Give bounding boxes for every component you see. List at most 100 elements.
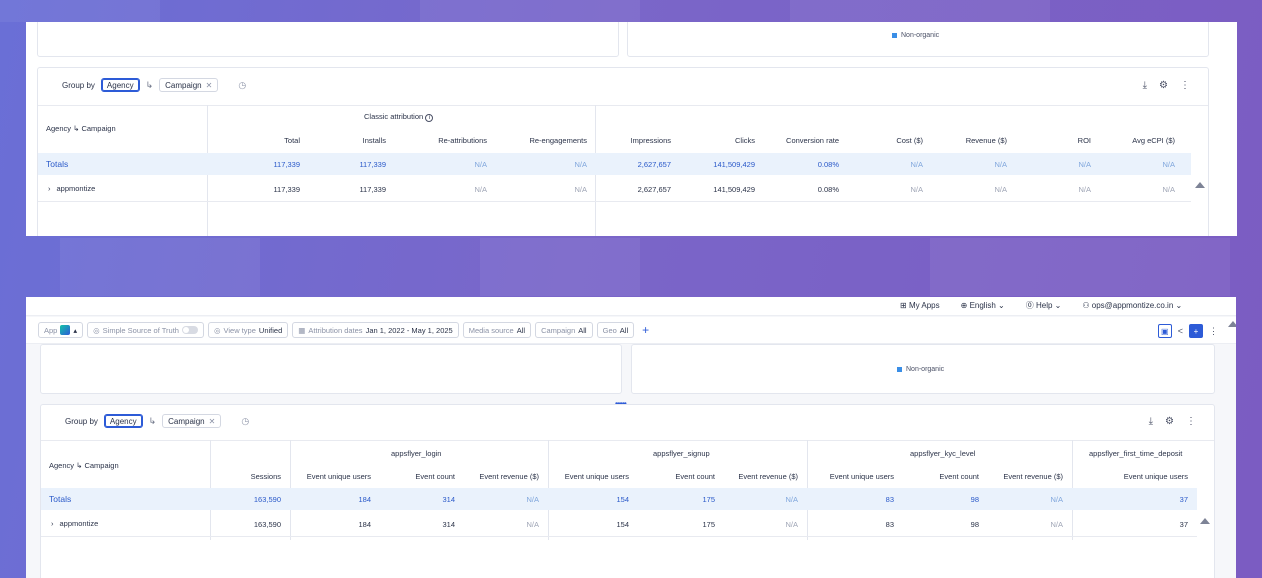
event-group-header: appsflyer_first_time_deposit (1089, 449, 1183, 458)
row-cell: 154 (616, 520, 629, 529)
group-by-label: Group by (62, 80, 95, 90)
more-icon[interactable]: ⋮ (1186, 416, 1196, 427)
group-chip-agency[interactable]: Agency (100, 78, 140, 92)
row-cell: 141,509,429 (713, 185, 755, 194)
close-icon[interactable]: ✕ (208, 416, 216, 426)
row-cell: 117,339 (273, 185, 300, 194)
classic-attribution-header: Classic attribution i (364, 112, 434, 122)
campaign-filter[interactable]: Campaign All (535, 322, 593, 338)
row-cell: 2,627,657 (637, 185, 671, 194)
col-header: Clicks (735, 136, 755, 145)
user-icon: ⚇ (1082, 301, 1090, 310)
media-source-filter[interactable]: Media source All (462, 322, 532, 338)
event-group-header: appsflyer_kyc_level (910, 449, 976, 458)
col-header: Conversion rate (786, 136, 839, 145)
save-icon[interactable]: ▣ (1157, 324, 1172, 338)
totals-cell: 184 (358, 495, 371, 504)
col-header: Installs (362, 136, 386, 145)
totals-cell: 117,339 (273, 160, 300, 169)
totals-cell: N/A (994, 160, 1007, 169)
divider (38, 105, 1208, 106)
bottom-chart-card-right: Non-organic (631, 344, 1215, 394)
chevron-down-icon: ⌄ (1175, 301, 1183, 310)
group-by-label: Group by (65, 416, 98, 426)
attribution-dates-filter[interactable]: ▦ Attribution dates Jan 1, 2022 - May 1, 2… (292, 322, 459, 338)
bottom-report-panel: ⊞ My Apps ⊕ English ⌄ ⓪ Help ⌄ ⚇ ops@app… (26, 297, 1236, 578)
row-cell: 0.08% (817, 185, 839, 194)
totals-cell: 98 (970, 495, 979, 504)
group-chip-campaign[interactable]: Campaign ✕ (159, 78, 219, 92)
nav-language[interactable]: ⊕ English ⌄ (960, 301, 1005, 310)
download-icon[interactable]: ⤓ (1148, 416, 1154, 427)
col-header: Event revenue ($) (1003, 472, 1063, 481)
col-header: Event count (675, 472, 715, 481)
more-icon[interactable]: ⋮ (1209, 325, 1218, 336)
more-icon[interactable]: ⋮ (1180, 80, 1190, 91)
nav-my-apps[interactable]: ⊞ My Apps (900, 301, 940, 310)
sst-toggle-chip[interactable]: ◎ Simple Source of Truth (87, 322, 204, 338)
row-cell: 83 (885, 520, 894, 529)
divider (38, 201, 1191, 202)
add-button[interactable]: + (1189, 324, 1203, 338)
top-chart-card-right: Non-organic (627, 22, 1209, 57)
totals-cell: 175 (702, 495, 715, 504)
chevron-right-icon[interactable]: › (51, 519, 54, 528)
table-row[interactable]: › appmontize (48, 184, 95, 193)
gear-icon[interactable]: ⚙ (1159, 80, 1168, 91)
event-group-header: appsflyer_login (391, 449, 442, 458)
table-row[interactable]: › appmontize (51, 519, 98, 528)
nav-help[interactable]: ⓪ Help ⌄ (1025, 301, 1062, 310)
download-icon[interactable]: ⤓ (1142, 80, 1148, 91)
app-filter[interactable]: App ▴ (38, 322, 84, 338)
row-label: appmontize (56, 184, 96, 193)
totals-label: Totals (46, 159, 69, 169)
chevron-right-icon[interactable]: › (48, 184, 51, 193)
legend: Non-organic (897, 366, 944, 373)
legend-swatch (897, 367, 902, 372)
scroll-up-icon[interactable] (1200, 518, 1210, 524)
totals-cell: 37 (1179, 495, 1188, 504)
col-header: Event count (415, 472, 455, 481)
row-cell: N/A (526, 520, 539, 529)
col-header: ROI (1077, 136, 1091, 145)
row-cell: N/A (785, 520, 798, 529)
divider (41, 536, 1197, 537)
col-header: Avg eCPI ($) (1132, 136, 1175, 145)
scroll-up-icon[interactable] (1195, 182, 1205, 188)
group-chip-campaign[interactable]: Campaign ✕ (162, 414, 222, 428)
close-icon[interactable]: ✕ (205, 80, 213, 90)
row-cell: N/A (1050, 520, 1063, 529)
bottom-table-card: Group by Agency ↳ Campaign ✕ ◷ ⤓ ⚙ ⋮ Agen… (40, 404, 1215, 578)
row-cell: N/A (994, 185, 1007, 194)
add-filter-icon[interactable]: + (642, 323, 650, 337)
event-group-header: appsflyer_signup (653, 449, 710, 458)
app-logo (60, 325, 71, 335)
scroll-up-icon[interactable] (1228, 321, 1236, 327)
resize-handle[interactable]: •••••• (615, 399, 627, 408)
row-cell: N/A (1162, 185, 1175, 194)
totals-cell: N/A (474, 160, 487, 169)
row-cell: 175 (702, 520, 715, 529)
row-cell: 314 (442, 520, 455, 529)
nested-arrow-icon: ↳ (145, 79, 154, 90)
totals-cell: N/A (574, 160, 587, 169)
col-header: Total (284, 136, 300, 145)
chevron-down-icon: ⌄ (998, 301, 1005, 310)
history-icon[interactable]: ◷ (241, 415, 250, 426)
row-cell: N/A (474, 185, 487, 194)
view-type-filter[interactable]: ◎ View type Unified (207, 322, 289, 338)
nav-user[interactable]: ⚇ ops@appmontize.co.in ⌄ (1082, 301, 1183, 310)
sst-toggle[interactable] (181, 326, 198, 334)
row-cell: 163,590 (253, 520, 281, 529)
info-icon[interactable]: i (425, 114, 434, 122)
row-cell: N/A (1078, 185, 1091, 194)
row-cell: 184 (358, 520, 371, 529)
group-chip-agency[interactable]: Agency (103, 414, 143, 428)
geo-filter[interactable]: Geo All (596, 322, 635, 338)
share-icon[interactable]: < (1177, 326, 1183, 336)
gear-icon[interactable]: ⚙ (1165, 416, 1174, 427)
table-tools: ⤓ ⚙ ⋮ (1143, 80, 1190, 91)
history-icon[interactable]: ◷ (238, 79, 247, 90)
col-header: Re-attributions (438, 136, 487, 145)
col-header: Event count (939, 472, 979, 481)
